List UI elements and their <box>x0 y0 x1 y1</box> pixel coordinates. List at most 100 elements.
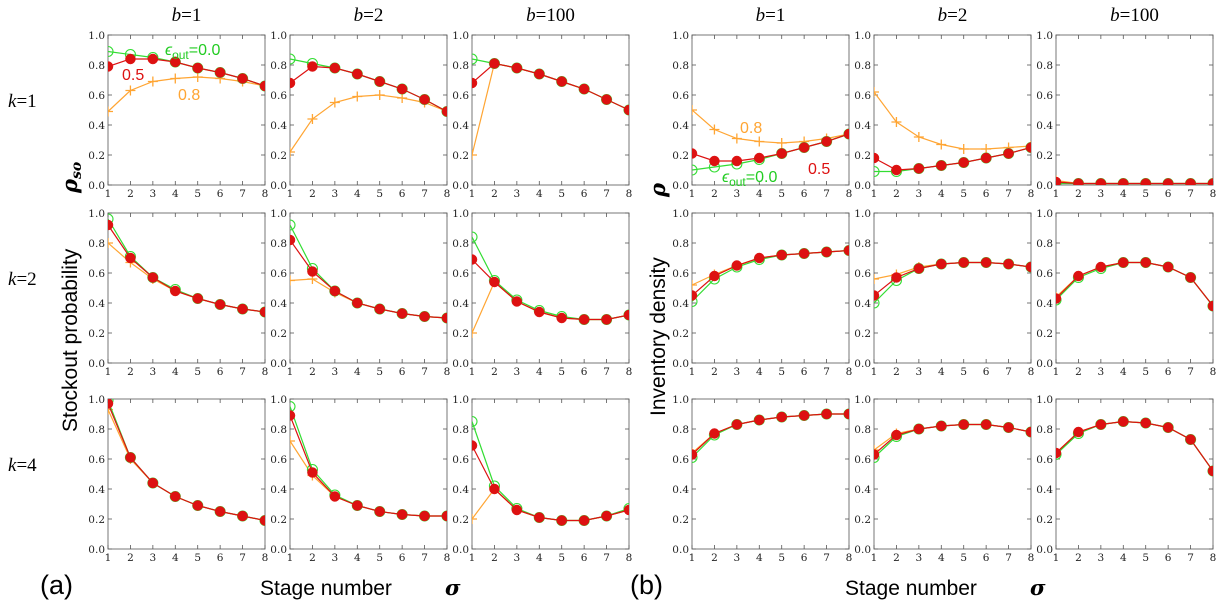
series-group <box>472 415 629 527</box>
point-eps-0.5 <box>419 94 430 105</box>
point-eps-0.8 <box>397 93 408 103</box>
point-eps-0.5 <box>352 297 363 309</box>
x-tick-label: 2 <box>127 366 134 378</box>
row-header-eq: =1 <box>16 91 36 112</box>
point-eps-0.5 <box>192 500 203 511</box>
panel-frame <box>873 212 1032 364</box>
x-tick-label: 8 <box>444 366 451 378</box>
x-tick-label: 4 <box>536 552 543 564</box>
point-eps-0.5 <box>798 410 810 421</box>
y-tick-label: 1.0 <box>672 394 689 406</box>
point-eps-0.5 <box>821 246 832 258</box>
x-tick-label: 5 <box>194 366 201 378</box>
y-tick-label: 0.0 <box>270 180 287 192</box>
y-tick-label: 1.0 <box>270 394 287 406</box>
point-eps-0.5 <box>1140 417 1151 429</box>
y-tick-label: 0.2 <box>88 514 105 526</box>
point-eps-0.5 <box>329 285 341 297</box>
y-tick-label: 0.2 <box>854 514 871 526</box>
y-tick-label: 0.2 <box>854 328 871 340</box>
point-eps-0.5 <box>821 408 832 420</box>
x-tick-label: 3 <box>734 366 741 378</box>
point-eps-0.5 <box>754 152 765 164</box>
x-tick-label: 4 <box>938 366 945 378</box>
series-group <box>290 53 447 157</box>
point-eps-0.5 <box>1095 261 1107 273</box>
point-eps-0.5 <box>731 419 743 430</box>
point-eps-0.5 <box>578 83 590 95</box>
column-header-eq: =100 <box>1120 5 1159 26</box>
y-tick-label: 0.8 <box>672 60 689 72</box>
x-tick-label: 4 <box>938 552 945 564</box>
x-tick-label: 7 <box>239 366 246 378</box>
point-eps-0.5 <box>534 68 545 80</box>
x-tick-label: 8 <box>444 552 451 564</box>
panel-b-r1-c1: 1 2 3 4 5 6 7 8 0.0 0.2 0.4 0.6 0.8 1.0 <box>854 208 1034 378</box>
point-eps-0.5 <box>374 303 385 315</box>
point-eps-0.5 <box>192 293 203 304</box>
x-tick-label: 3 <box>916 366 923 378</box>
y-tick-label: 0.8 <box>672 238 689 250</box>
x-tick-label: 6 <box>217 366 224 378</box>
panel-frame <box>1055 34 1214 186</box>
x-tick-label: 1 <box>689 366 696 378</box>
y-tick-label: 0.6 <box>88 268 105 280</box>
y-axis-symbol-a-sub: so <box>69 162 85 179</box>
y-tick-label: 1.0 <box>672 30 689 42</box>
y-tick-label: 0.2 <box>1036 150 1053 162</box>
point-eps-0.5 <box>307 266 318 277</box>
y-tick-label: 0.8 <box>854 238 871 250</box>
column-headers: b=1 b=2 b=100 b=1 b=2 b=100 <box>172 5 1159 26</box>
x-tick-label: 6 <box>983 552 990 564</box>
point-eps-0.8 <box>290 275 295 286</box>
x-axis-label-a-text: Stage number <box>260 577 392 600</box>
x-tick-label: 4 <box>536 366 543 378</box>
panel-a-r2-c2: 1 2 3 4 5 6 7 8 0.0 0.2 0.4 0.6 0.8 1.0 <box>452 394 632 564</box>
point-eps-0.8 <box>170 73 181 84</box>
point-eps-0.5 <box>731 155 743 167</box>
x-tick-label: 2 <box>491 188 498 200</box>
y-tick-label: 0.6 <box>854 90 871 102</box>
point-eps-0.0 <box>472 415 478 428</box>
y-tick-label: 0.2 <box>672 514 689 526</box>
point-eps-0.5 <box>147 477 159 489</box>
x-tick-label: 2 <box>893 366 900 378</box>
point-eps-0.8 <box>981 144 992 154</box>
x-tick-label: 3 <box>332 552 339 564</box>
point-eps-0.5 <box>108 399 114 409</box>
annotations-b: 0.8 0.5 ϵout=0.0 <box>722 120 830 189</box>
annotation-eps-a-sub: out <box>172 48 189 62</box>
point-eps-0.8 <box>692 280 697 290</box>
x-axis-symbol-b: σ <box>1030 575 1046 600</box>
x-tick-label: 7 <box>1187 366 1194 378</box>
y-tick-label: 1.0 <box>88 30 105 42</box>
panel-label-a: (a) <box>40 570 73 600</box>
x-tick-label: 1 <box>1053 366 1060 378</box>
x-tick-label: 3 <box>916 188 923 200</box>
x-tick-label: 4 <box>354 552 361 564</box>
series-group <box>692 408 849 464</box>
point-eps-0.5 <box>1185 434 1196 445</box>
panel-b-r2-c2: 1 2 3 4 5 6 7 8 0.0 0.2 0.4 0.6 0.8 1.0 <box>1036 394 1216 564</box>
panel-frame <box>289 212 448 364</box>
point-eps-0.5 <box>1140 257 1151 268</box>
x-tick-label: 8 <box>846 188 853 200</box>
point-eps-0.5 <box>396 509 408 520</box>
point-eps-0.5 <box>214 506 226 517</box>
annotation-high-a: 0.8 <box>178 87 200 104</box>
point-eps-0.5 <box>874 290 880 301</box>
point-eps-0.5 <box>1056 293 1062 304</box>
point-eps-0.5 <box>754 414 765 426</box>
point-eps-0.5 <box>1056 447 1062 459</box>
y-tick-label: 0.6 <box>88 454 105 466</box>
point-eps-0.8 <box>472 514 477 524</box>
series-group <box>472 231 629 338</box>
y-tick-label: 0.4 <box>452 120 469 132</box>
point-eps-0.8 <box>958 144 969 154</box>
point-eps-0.5 <box>511 62 523 74</box>
y-tick-label: 0.6 <box>854 268 871 280</box>
point-eps-0.5 <box>1118 178 1129 185</box>
point-eps-0.5 <box>936 160 947 171</box>
point-eps-0.5 <box>237 73 248 84</box>
point-eps-0.5 <box>290 410 296 421</box>
